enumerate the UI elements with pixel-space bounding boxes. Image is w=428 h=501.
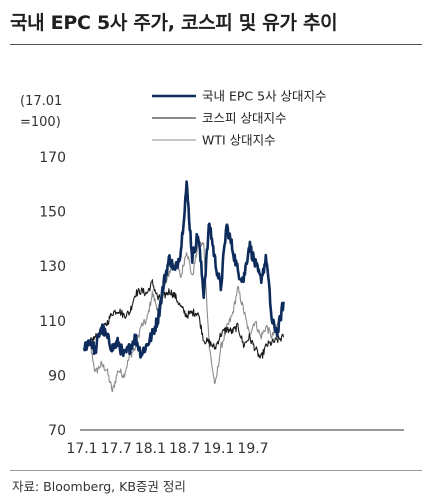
x-tick-label: 18.7 <box>169 441 200 457</box>
y-tick-label: 90 <box>48 368 66 384</box>
source-note: 자료: Bloomberg, KB증권 정리 <box>12 479 186 494</box>
series-line <box>83 240 285 393</box>
series-layer <box>82 180 285 393</box>
y-axis-unit-line-2: =100) <box>20 115 61 130</box>
legend-label: 코스피 상대지수 <box>202 111 286 126</box>
y-tick-label: 110 <box>39 314 66 330</box>
legend-label: WTI 상대지수 <box>202 133 276 148</box>
y-axis-unit-line-1: (17.01 <box>20 94 63 109</box>
chart-title: 국내 EPC 5사 주가, 코스피 및 유가 추이 <box>10 12 338 34</box>
y-axis-unit: (17.01 =100) <box>20 91 62 133</box>
title-divider <box>10 44 422 45</box>
series-line <box>83 279 285 359</box>
x-axis-ticks: 17.1 17.7 18.1 18.7 19.1 19.7 <box>66 441 268 457</box>
x-tick-label: 18.1 <box>135 441 166 457</box>
x-tick-label: 17.1 <box>66 441 97 457</box>
source-divider <box>10 470 422 471</box>
y-tick-label: 130 <box>39 259 66 275</box>
legend-label: 국내 EPC 5사 상대지수 <box>202 89 327 104</box>
x-tick-label: 19.7 <box>237 441 268 457</box>
series-line <box>82 180 285 359</box>
x-tick-label: 19.1 <box>203 441 234 457</box>
x-tick-label: 17.7 <box>101 441 132 457</box>
y-tick-label: 150 <box>39 205 66 221</box>
y-tick-label: 70 <box>48 423 66 439</box>
y-axis-ticks: 170 150 130 110 90 70 <box>39 150 66 439</box>
y-tick-label: 170 <box>39 150 66 166</box>
